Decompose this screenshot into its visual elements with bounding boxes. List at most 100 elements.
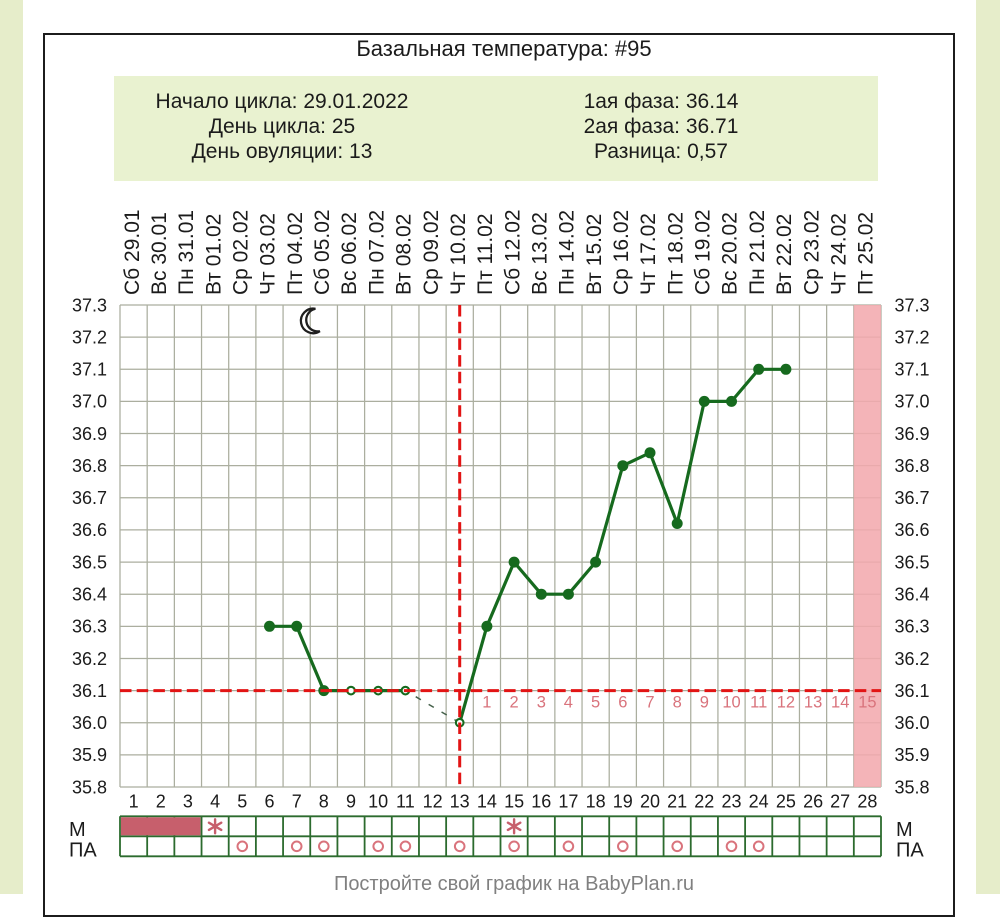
svg-text:36.9: 36.9 (895, 424, 930, 444)
svg-text:15: 15 (504, 792, 524, 812)
svg-text:36.5: 36.5 (72, 552, 107, 572)
svg-text:11: 11 (750, 694, 767, 712)
svg-text:4: 4 (564, 694, 573, 712)
svg-text:36.8: 36.8 (895, 456, 930, 476)
svg-text:36.4: 36.4 (895, 585, 930, 605)
svg-text:20: 20 (640, 792, 660, 812)
svg-text:Пт 18.02: Пт 18.02 (664, 212, 687, 295)
svg-text:Пт 04.02: Пт 04.02 (284, 212, 307, 295)
svg-text:37.0: 37.0 (895, 392, 930, 412)
svg-text:Пн 14.02: Пн 14.02 (556, 210, 579, 295)
svg-text:Пн 21.02: Пн 21.02 (746, 210, 769, 295)
svg-text:М: М (69, 819, 86, 841)
svg-text:Вс 06.02: Вс 06.02 (338, 212, 361, 295)
svg-text:Чт 17.02: Чт 17.02 (637, 213, 660, 295)
svg-text:12: 12 (777, 694, 795, 712)
svg-text:14: 14 (477, 792, 497, 812)
svg-text:36.7: 36.7 (895, 488, 930, 508)
svg-text:М: М (896, 819, 913, 841)
svg-text:36.3: 36.3 (895, 617, 930, 637)
svg-text:Вс 20.02: Вс 20.02 (719, 212, 742, 295)
svg-text:13: 13 (804, 694, 822, 712)
svg-text:36.8: 36.8 (72, 456, 107, 476)
svg-text:Вт 08.02: Вт 08.02 (393, 214, 416, 295)
svg-text:Вс 13.02: Вс 13.02 (529, 212, 552, 295)
svg-text:3: 3 (183, 792, 193, 812)
svg-text:Чт 10.02: Чт 10.02 (447, 213, 470, 295)
svg-text:Чт 24.02: Чт 24.02 (827, 213, 850, 295)
svg-text:35.9: 35.9 (895, 745, 930, 765)
svg-text:ПА: ПА (69, 839, 97, 861)
svg-text:10: 10 (368, 792, 388, 812)
svg-text:6: 6 (264, 792, 274, 812)
svg-text:7: 7 (645, 694, 654, 712)
svg-text:5: 5 (237, 792, 247, 812)
svg-text:14: 14 (831, 694, 849, 712)
svg-text:18: 18 (586, 792, 606, 812)
svg-text:Пн 31.01: Пн 31.01 (175, 210, 198, 295)
svg-text:36.0: 36.0 (895, 713, 930, 733)
svg-text:9: 9 (700, 694, 709, 712)
svg-text:36.6: 36.6 (895, 520, 930, 540)
svg-text:6: 6 (618, 694, 627, 712)
svg-text:2: 2 (510, 694, 519, 712)
svg-text:19: 19 (613, 792, 633, 812)
svg-text:Вс 30.01: Вс 30.01 (148, 212, 171, 295)
svg-text:36.0: 36.0 (72, 713, 107, 733)
svg-text:36.3: 36.3 (72, 617, 107, 637)
svg-text:Пт 11.02: Пт 11.02 (474, 213, 497, 295)
svg-text:35.8: 35.8 (895, 777, 930, 797)
svg-text:11: 11 (396, 792, 415, 812)
svg-text:Ср 02.02: Ср 02.02 (230, 210, 253, 295)
svg-text:36.5: 36.5 (895, 552, 930, 572)
svg-text:Пн 07.02: Пн 07.02 (365, 210, 388, 295)
svg-text:12: 12 (423, 792, 443, 812)
svg-text:37.3: 37.3 (895, 295, 930, 315)
svg-text:Сб 29.01: Сб 29.01 (121, 209, 144, 295)
svg-text:8: 8 (673, 694, 682, 712)
svg-text:37.1: 37.1 (895, 360, 930, 380)
svg-text:36.7: 36.7 (72, 488, 107, 508)
svg-text:37.3: 37.3 (72, 295, 107, 315)
svg-text:35.9: 35.9 (72, 745, 107, 765)
svg-text:37.1: 37.1 (72, 360, 107, 380)
svg-text:23: 23 (721, 792, 741, 812)
svg-text:25: 25 (776, 792, 796, 812)
svg-text:Вт 22.02: Вт 22.02 (773, 214, 796, 295)
svg-text:2: 2 (156, 792, 166, 812)
svg-text:36.6: 36.6 (72, 520, 107, 540)
svg-text:36.1: 36.1 (895, 681, 930, 701)
svg-text:21: 21 (667, 792, 687, 812)
svg-text:4: 4 (210, 792, 220, 812)
svg-text:Ср 23.02: Ср 23.02 (800, 210, 823, 295)
svg-text:17: 17 (558, 792, 578, 812)
svg-text:Ср 16.02: Ср 16.02 (610, 210, 633, 295)
svg-text:Ср 09.02: Ср 09.02 (420, 210, 443, 295)
svg-text:9: 9 (346, 792, 356, 812)
svg-text:8: 8 (319, 792, 329, 812)
svg-text:35.8: 35.8 (72, 777, 107, 797)
svg-text:Вт 15.02: Вт 15.02 (583, 214, 606, 295)
svg-text:Чт 03.02: Чт 03.02 (257, 213, 280, 295)
svg-text:Сб 05.02: Сб 05.02 (311, 209, 334, 295)
svg-text:28: 28 (857, 792, 877, 812)
svg-text:16: 16 (531, 792, 551, 812)
svg-text:10: 10 (722, 694, 740, 712)
svg-text:22: 22 (694, 792, 714, 812)
svg-text:37.0: 37.0 (72, 392, 107, 412)
svg-text:36.1: 36.1 (72, 681, 107, 701)
svg-text:ПА: ПА (896, 839, 924, 861)
svg-text:37.2: 37.2 (72, 327, 107, 347)
svg-text:13: 13 (450, 792, 470, 812)
svg-text:Сб 19.02: Сб 19.02 (692, 209, 715, 295)
svg-text:36.9: 36.9 (72, 424, 107, 444)
svg-text:3: 3 (537, 694, 546, 712)
svg-text:15: 15 (858, 694, 876, 712)
svg-text:7: 7 (292, 792, 302, 812)
svg-text:24: 24 (749, 792, 769, 812)
svg-text:37.2: 37.2 (895, 327, 930, 347)
svg-text:5: 5 (591, 694, 600, 712)
svg-text:1: 1 (129, 792, 139, 812)
svg-text:27: 27 (830, 792, 850, 812)
svg-text:Вт 01.02: Вт 01.02 (202, 214, 225, 295)
